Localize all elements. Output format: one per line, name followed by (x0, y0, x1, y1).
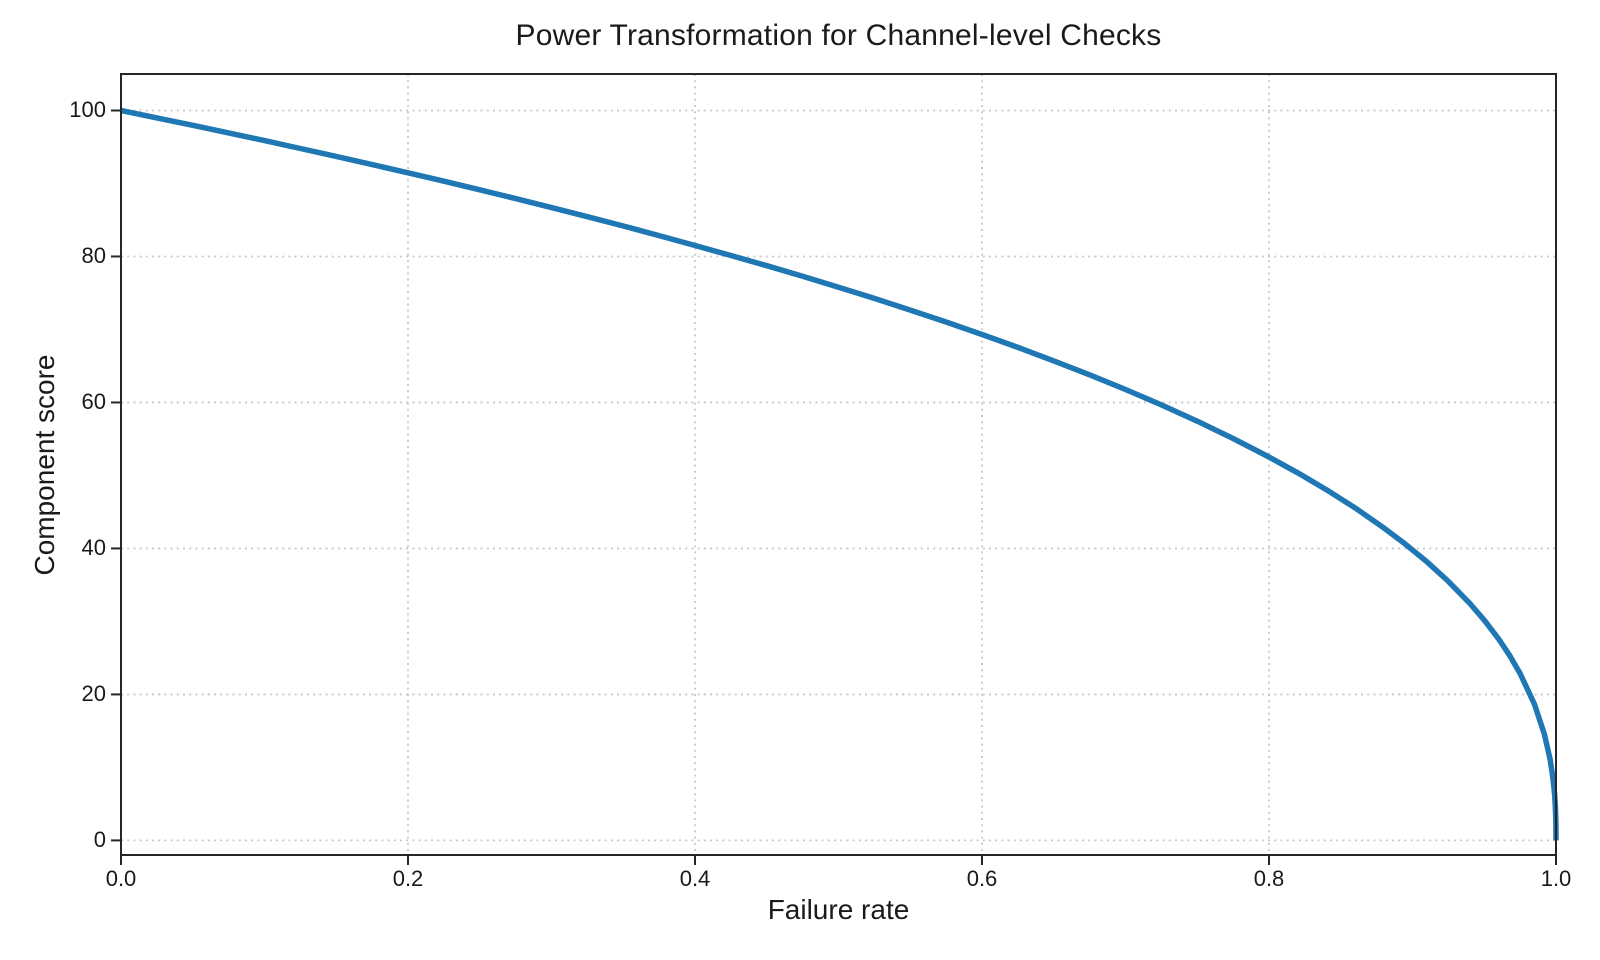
y-tick-label: 20 (81, 681, 106, 707)
x-tick-label: 1.0 (1540, 866, 1572, 891)
y-tick-label: 80 (81, 243, 106, 269)
x-tick-label: 0.2 (392, 866, 424, 891)
series-line (120, 107, 1559, 841)
x-tick-label: 0.6 (966, 866, 998, 891)
axes-spines (120, 73, 1557, 856)
y-tick-label: 60 (81, 389, 106, 415)
y-tick-label: 40 (81, 535, 106, 561)
y-tick-label: 100 (69, 97, 106, 123)
x-axis-label: Failure rate (767, 894, 910, 925)
x-tick-label: 0.0 (105, 866, 137, 891)
x-tick-label: 0.4 (679, 866, 711, 891)
chart-title: Power Transformation for Channel-level C… (515, 19, 1162, 52)
y-tick-label: 0 (93, 827, 106, 853)
x-tick-label: 0.8 (1253, 866, 1285, 891)
